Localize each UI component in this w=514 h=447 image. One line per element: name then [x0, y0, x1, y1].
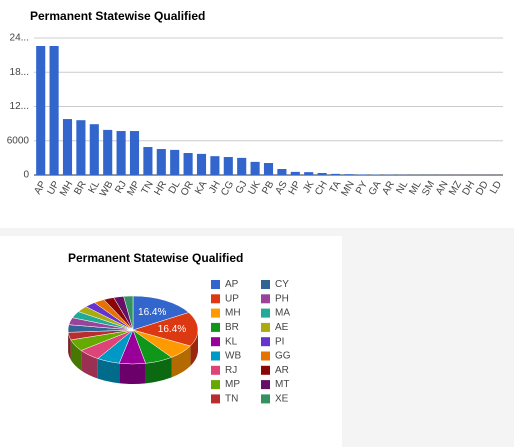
bar: [183, 153, 193, 175]
legend-swatch: [261, 337, 270, 347]
legend-label: PH: [275, 293, 289, 304]
bar: [156, 149, 166, 175]
legend-swatch: [261, 294, 270, 304]
chart-title: Permanent Statewise Qualified: [30, 9, 205, 23]
bar: [62, 119, 73, 175]
legend-label: MP: [225, 379, 240, 390]
pie-slice: [132, 312, 199, 347]
bar: [170, 149, 180, 175]
bar: [250, 161, 260, 175]
x-tick-label: JH: [207, 179, 223, 195]
legend-swatch: [211, 394, 220, 404]
bar: [263, 163, 274, 175]
pie-side: [70, 339, 82, 371]
legend-label: BR: [225, 322, 239, 333]
pie-side: [119, 363, 146, 384]
legend-swatch: [211, 351, 220, 361]
bar: [36, 45, 46, 175]
legend-label: MH: [225, 308, 241, 319]
legend-swatch: [261, 365, 270, 375]
legend-swatch: [211, 294, 220, 304]
legend-label: WB: [225, 351, 241, 362]
legend-label: AE: [275, 322, 289, 333]
legend-label: AR: [275, 365, 289, 376]
chart-title: Permanent Statewise Qualified: [68, 251, 243, 265]
bar: [330, 173, 341, 175]
legend-swatch: [211, 365, 220, 375]
bar: [89, 124, 99, 175]
bar: [237, 157, 247, 175]
legend-label: RJ: [225, 365, 237, 376]
bar: [317, 173, 327, 175]
legend-label: UP: [225, 293, 239, 304]
pie-slice: [132, 295, 190, 331]
pie-side: [68, 332, 71, 360]
legend-swatch: [261, 280, 270, 289]
bar: [277, 169, 287, 175]
legend-label: TN: [225, 394, 238, 405]
y-tick-label: 0: [23, 170, 29, 181]
legend-label: KL: [225, 336, 238, 347]
x-tick-label: RJ: [113, 179, 129, 195]
legend-label: XE: [275, 394, 289, 405]
legend-swatch: [261, 394, 270, 404]
legend-swatch: [261, 308, 270, 318]
legend-swatch: [261, 322, 270, 332]
legend-swatch: [261, 351, 270, 361]
pie-side: [190, 330, 199, 367]
x-tick-label: TA: [328, 179, 344, 195]
y-tick-label: 18...: [10, 67, 29, 78]
legend-swatch: [211, 308, 220, 318]
legend-label: GG: [275, 351, 291, 362]
bar: [344, 174, 354, 175]
bar: [210, 156, 220, 175]
pie-side: [171, 346, 191, 378]
bar: [223, 157, 233, 175]
x-tick-label: KL: [87, 179, 103, 195]
legend-label: MA: [275, 308, 290, 319]
legend-label: PI: [275, 336, 284, 347]
legend-swatch: [211, 280, 220, 289]
x-tick-label: JK: [301, 179, 317, 195]
bar: [196, 153, 207, 175]
y-tick-label: 24...: [10, 33, 29, 44]
bar: [357, 174, 367, 175]
bar: [129, 131, 140, 175]
data-label: 16.4%: [138, 307, 166, 318]
bar: [76, 120, 86, 175]
bar: [143, 147, 153, 175]
pie-slice: [123, 295, 134, 331]
legend-swatch: [261, 380, 270, 390]
legend-swatch: [211, 380, 220, 390]
bar: [103, 129, 113, 175]
y-tick-label: 12...: [10, 101, 29, 112]
y-tick-label: 6000: [7, 135, 30, 146]
legend-swatch: [211, 337, 220, 347]
legend-label: AP: [225, 279, 239, 290]
bar: [116, 131, 126, 175]
legend-label: CY: [275, 279, 289, 290]
pie-side: [145, 357, 172, 384]
bar: [49, 45, 59, 175]
bar: [290, 171, 300, 175]
legend-swatch: [211, 322, 220, 332]
legend-label: MT: [275, 379, 289, 390]
data-label: 16.4%: [158, 324, 186, 335]
pie-side: [81, 350, 98, 379]
pie-side: [97, 358, 120, 384]
bar: [304, 172, 314, 175]
